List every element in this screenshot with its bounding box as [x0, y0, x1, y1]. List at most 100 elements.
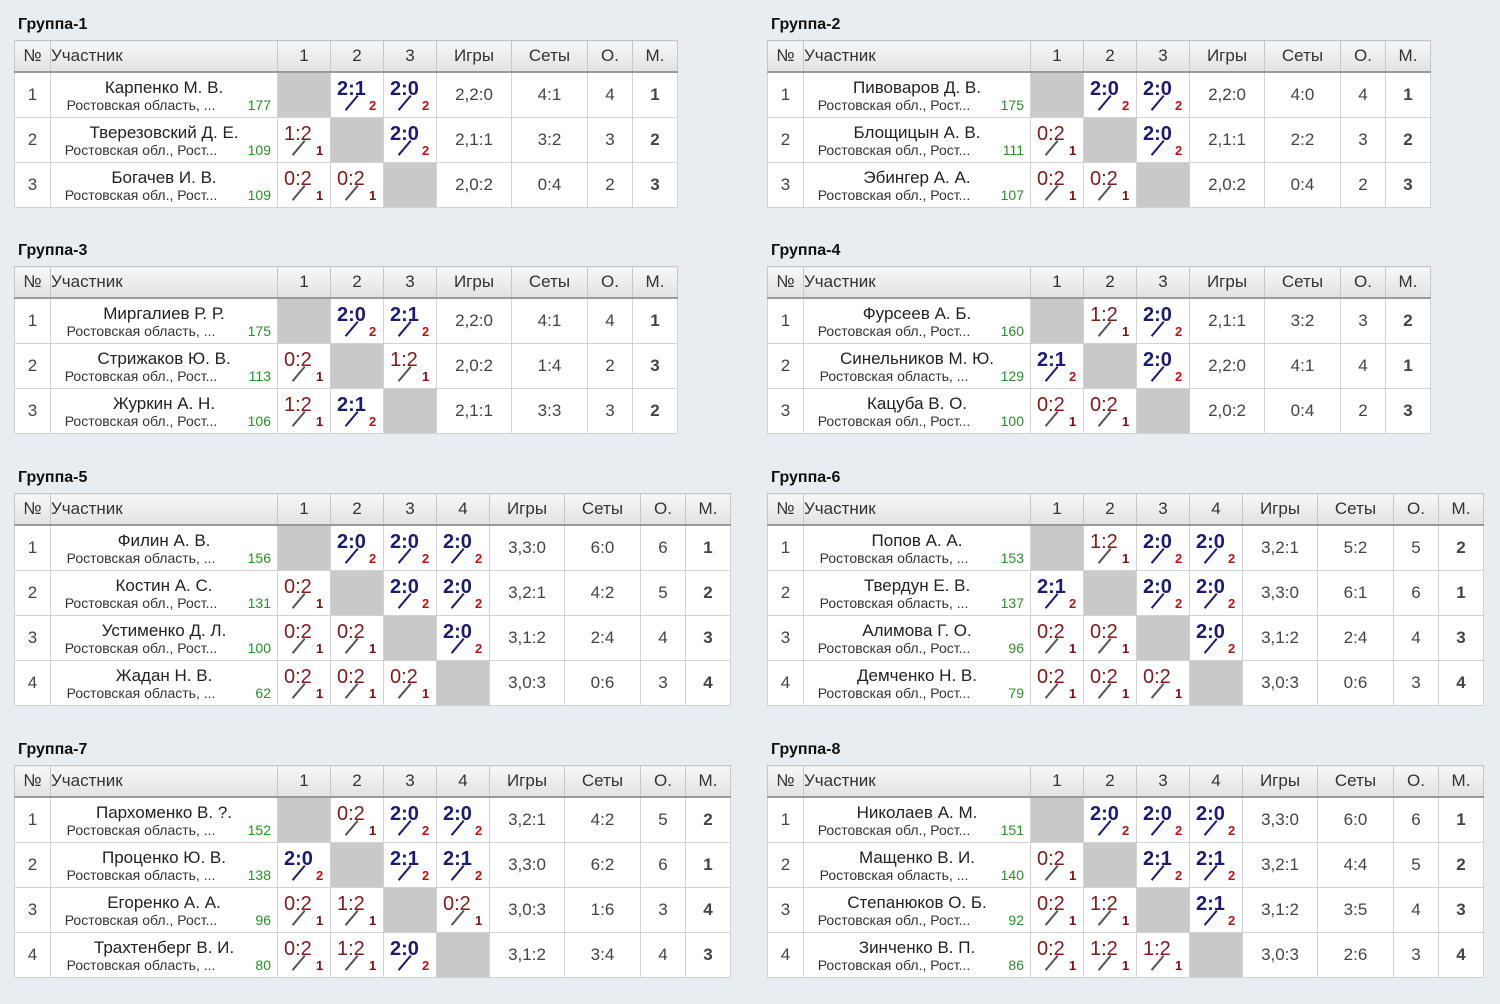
- player-cell[interactable]: Синельников М. Ю. Ростовская область, ...…: [803, 343, 1031, 389]
- match-result-cell[interactable]: 2:1 2: [1030, 570, 1084, 616]
- match-result-cell[interactable]: 0:2 1: [1083, 660, 1137, 706]
- player-name[interactable]: Егоренко А. А.: [107, 892, 221, 912]
- match-result-cell[interactable]: 1:2 1: [330, 932, 384, 978]
- match-result-cell[interactable]: 0:2 1: [1030, 615, 1084, 661]
- player-cell[interactable]: Филин А. В. Ростовская область, ... 156: [50, 524, 278, 571]
- match-result-cell[interactable]: 2:0 2: [1189, 524, 1243, 571]
- match-result-cell[interactable]: 0:2 1: [1030, 660, 1084, 706]
- match-result-cell[interactable]: 2:0 2: [1136, 343, 1190, 389]
- match-result-cell[interactable]: 0:2 1: [277, 570, 331, 616]
- match-result-cell[interactable]: 2:0 2: [1189, 615, 1243, 661]
- match-result-cell[interactable]: 0:2 1: [1030, 932, 1084, 978]
- player-name[interactable]: Филин А. В.: [117, 530, 211, 550]
- player-cell[interactable]: Кацуба В. О. Ростовская обл., Рост... 100: [803, 388, 1031, 434]
- match-result-cell[interactable]: 0:2 1: [277, 615, 331, 661]
- match-result-cell[interactable]: 0:2 1: [1083, 162, 1137, 208]
- match-result-cell[interactable]: 0:2 1: [1136, 660, 1190, 706]
- match-result-cell[interactable]: 2:0 2: [330, 524, 384, 571]
- player-cell[interactable]: Эбингер А. А. Ростовская обл., Рост... 107: [803, 162, 1031, 208]
- match-result-cell[interactable]: 2:0 2: [1189, 796, 1243, 843]
- match-result-cell[interactable]: 2:0 2: [1136, 796, 1190, 843]
- match-result-cell[interactable]: 2:0 2: [1136, 297, 1190, 344]
- player-cell[interactable]: Мащенко В. И. Ростовская область, ... 140: [803, 842, 1031, 888]
- player-cell[interactable]: Пивоваров Д. В. Ростовская обл., Рост... 1…: [803, 71, 1031, 118]
- player-name[interactable]: Богачев И. В.: [111, 167, 217, 187]
- match-result-cell[interactable]: 2:1 2: [1136, 842, 1190, 888]
- match-result-cell[interactable]: 0:2 1: [1030, 117, 1084, 163]
- player-name[interactable]: Фурсеев А. Б.: [862, 303, 972, 323]
- player-name[interactable]: Устименко Д. Л.: [101, 620, 227, 640]
- player-cell[interactable]: Тверезовский Д. Е. Ростовская обл., Рост.…: [50, 117, 278, 163]
- match-result-cell[interactable]: 2:0 2: [383, 796, 437, 843]
- match-result-cell[interactable]: 0:2 1: [330, 660, 384, 706]
- player-name[interactable]: Попов А. А.: [871, 530, 963, 550]
- player-cell[interactable]: Твердун Е. В. Ростовская область, ... 137: [803, 570, 1031, 616]
- match-result-cell[interactable]: 2:1 2: [330, 388, 384, 434]
- match-result-cell[interactable]: 2:0 2: [436, 524, 490, 571]
- player-name[interactable]: Синельников М. Ю.: [839, 348, 995, 368]
- match-result-cell[interactable]: 2:0 2: [1136, 117, 1190, 163]
- player-cell[interactable]: Устименко Д. Л. Ростовская обл., Рост... 1…: [50, 615, 278, 661]
- match-result-cell[interactable]: 0:2 1: [277, 887, 331, 933]
- match-result-cell[interactable]: 0:2 1: [1030, 842, 1084, 888]
- match-result-cell[interactable]: 0:2 1: [1030, 162, 1084, 208]
- player-cell[interactable]: Карпенко М. В. Ростовская область, ... 177: [50, 71, 278, 118]
- player-cell[interactable]: Блощицын А. В. Ростовская обл., Рост... 11…: [803, 117, 1031, 163]
- match-result-cell[interactable]: 2:0 2: [383, 71, 437, 118]
- player-cell[interactable]: Демченко Н. В. Ростовская обл., Рост... 79: [803, 660, 1031, 706]
- match-result-cell[interactable]: 2:1 2: [436, 842, 490, 888]
- match-result-cell[interactable]: 2:0 2: [1136, 524, 1190, 571]
- match-result-cell[interactable]: 0:2 1: [330, 162, 384, 208]
- player-cell[interactable]: Трахтенберг В. И. Ростовская область, ...…: [50, 932, 278, 978]
- match-result-cell[interactable]: 0:2 1: [330, 796, 384, 843]
- player-name[interactable]: Степанюков О. Б.: [847, 892, 987, 912]
- player-cell[interactable]: Пархоменко В. ?. Ростовская область, ... 1…: [50, 796, 278, 843]
- player-name[interactable]: Миргалиев Р. Р.: [103, 303, 225, 323]
- match-result-cell[interactable]: 2:0 2: [383, 117, 437, 163]
- player-cell[interactable]: Алимова Г. О. Ростовская обл., Рост... 96: [803, 615, 1031, 661]
- match-result-cell[interactable]: 2:0 2: [383, 570, 437, 616]
- player-name[interactable]: Пивоваров Д. В.: [853, 77, 981, 97]
- player-cell[interactable]: Зинченко В. П. Ростовская обл., Рост... 86: [803, 932, 1031, 978]
- match-result-cell[interactable]: 2:1 2: [1030, 343, 1084, 389]
- player-name[interactable]: Мащенко В. И.: [859, 847, 975, 867]
- match-result-cell[interactable]: 0:2 1: [436, 887, 490, 933]
- match-result-cell[interactable]: 1:2 1: [1083, 887, 1137, 933]
- player-cell[interactable]: Миргалиев Р. Р. Ростовская область, ... 17…: [50, 297, 278, 344]
- player-name[interactable]: Тверезовский Д. Е.: [89, 122, 239, 142]
- player-name[interactable]: Проценко Ю. В.: [101, 847, 226, 867]
- match-result-cell[interactable]: 2:0 2: [1083, 71, 1137, 118]
- player-name[interactable]: Пархоменко В. ?.: [96, 802, 232, 822]
- player-cell[interactable]: Николаев А. М. Ростовская обл., Рост... 15…: [803, 796, 1031, 843]
- match-result-cell[interactable]: 1:2 1: [1083, 524, 1137, 571]
- player-cell[interactable]: Попов А. А. Ростовская область, ... 153: [803, 524, 1031, 571]
- player-name[interactable]: Карпенко М. В.: [104, 77, 224, 97]
- player-cell[interactable]: Стрижаков Ю. В. Ростовская обл., Рост... 1…: [50, 343, 278, 389]
- player-cell[interactable]: Фурсеев А. Б. Ростовская обл., Рост... 160: [803, 297, 1031, 344]
- match-result-cell[interactable]: 2:0 2: [1083, 796, 1137, 843]
- match-result-cell[interactable]: 1:2 1: [383, 343, 437, 389]
- match-result-cell[interactable]: 0:2 1: [1030, 887, 1084, 933]
- player-name[interactable]: Зинченко В. П.: [858, 937, 976, 957]
- match-result-cell[interactable]: 0:2 1: [1083, 388, 1137, 434]
- match-result-cell[interactable]: 2:0 2: [1136, 570, 1190, 616]
- match-result-cell[interactable]: 2:0 2: [436, 570, 490, 616]
- match-result-cell[interactable]: 2:0 2: [436, 615, 490, 661]
- match-result-cell[interactable]: 2:0 2: [383, 524, 437, 571]
- player-cell[interactable]: Журкин А. Н. Ростовская обл., Рост... 106: [50, 388, 278, 434]
- match-result-cell[interactable]: 0:2 1: [277, 660, 331, 706]
- player-name[interactable]: Трахтенберг В. И.: [93, 937, 235, 957]
- player-name[interactable]: Демченко Н. В.: [857, 665, 977, 685]
- player-cell[interactable]: Егоренко А. А. Ростовская обл., Рост... 96: [50, 887, 278, 933]
- match-result-cell[interactable]: 2:1 2: [1189, 842, 1243, 888]
- match-result-cell[interactable]: 2:1 2: [383, 842, 437, 888]
- match-result-cell[interactable]: 0:2 1: [1083, 615, 1137, 661]
- player-cell[interactable]: Жадан Н. В. Ростовская область, ... 62: [50, 660, 278, 706]
- player-name[interactable]: Журкин А. Н.: [112, 393, 216, 413]
- match-result-cell[interactable]: 1:2 1: [1083, 932, 1137, 978]
- match-result-cell[interactable]: 2:0 2: [1136, 71, 1190, 118]
- match-result-cell[interactable]: 0:2 1: [277, 343, 331, 389]
- match-result-cell[interactable]: 1:2 1: [277, 117, 331, 163]
- player-name[interactable]: Эбингер А. А.: [863, 167, 971, 187]
- player-name[interactable]: Блощицын А. В.: [853, 122, 981, 142]
